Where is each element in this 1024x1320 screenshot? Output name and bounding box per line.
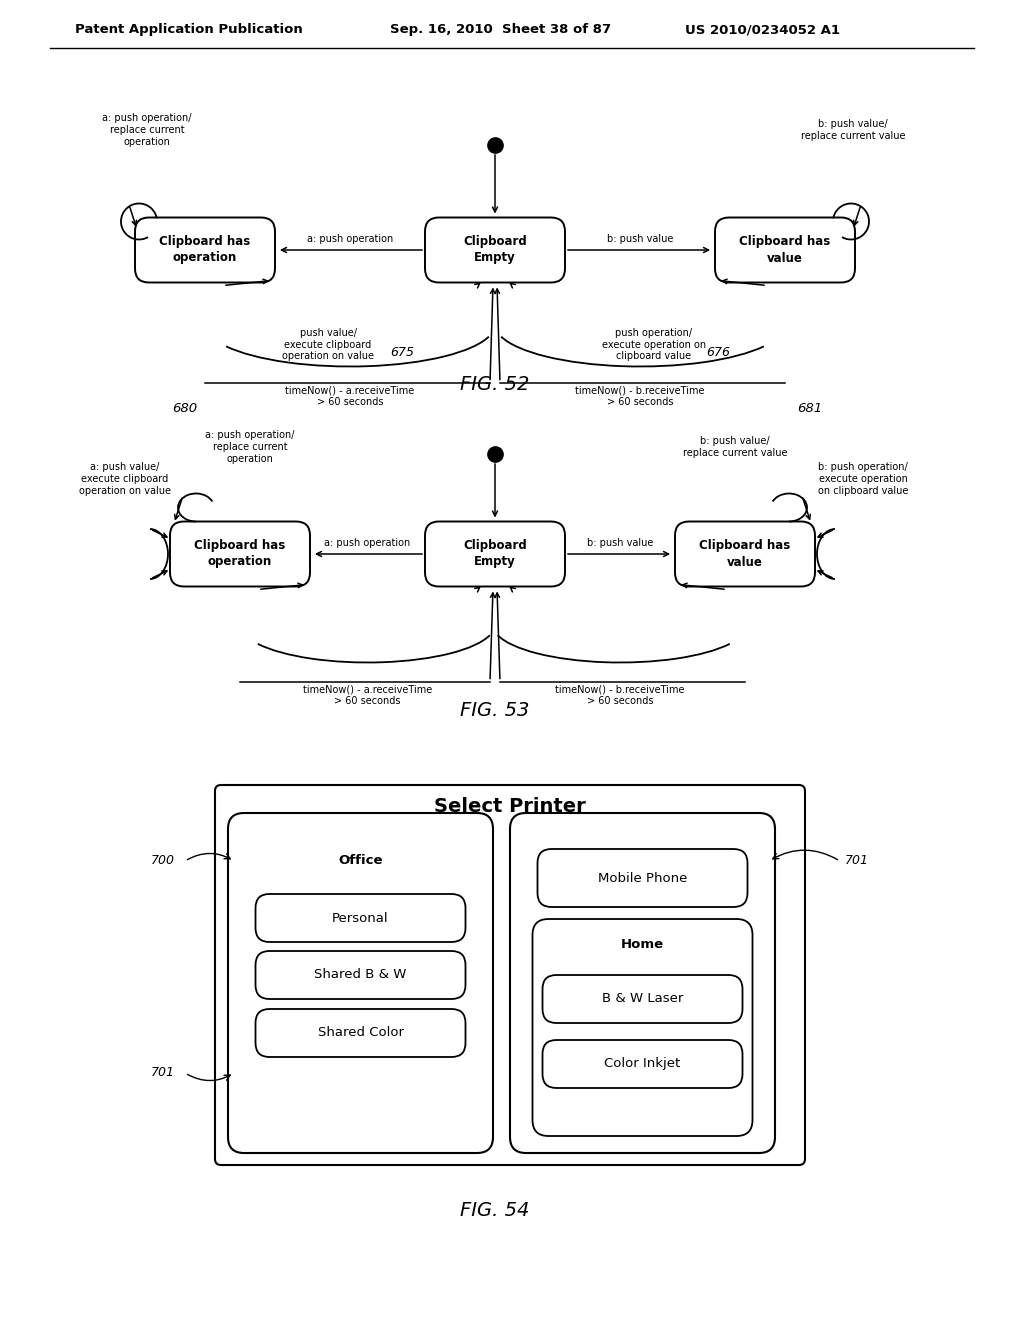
Text: b: push value/
replace current value: b: push value/ replace current value [683,436,787,458]
Text: Shared Color: Shared Color [317,1027,403,1040]
Text: b: push operation/
execute operation
on clipboard value: b: push operation/ execute operation on … [818,462,908,495]
Text: operation: operation [208,556,272,569]
Text: value: value [727,556,763,569]
FancyBboxPatch shape [532,919,753,1137]
FancyBboxPatch shape [228,813,493,1152]
Text: b: push value: b: push value [587,539,653,548]
Text: a: push operation/
replace current
operation: a: push operation/ replace current opera… [205,430,295,463]
Text: 701: 701 [151,1067,175,1080]
Text: FIG. 53: FIG. 53 [461,701,529,719]
Text: FIG. 54: FIG. 54 [461,1200,529,1220]
Text: Home: Home [621,937,664,950]
Text: Clipboard: Clipboard [463,540,527,553]
FancyBboxPatch shape [256,894,466,942]
Text: a: push operation/
replace current
operation: a: push operation/ replace current opera… [102,114,191,147]
FancyBboxPatch shape [425,521,565,586]
Text: Shared B & W: Shared B & W [314,969,407,982]
Text: push value/
execute clipboard
operation on value: push value/ execute clipboard operation … [282,327,374,362]
Text: a: push operation: a: push operation [325,539,411,548]
Text: Clipboard has: Clipboard has [699,540,791,553]
Text: 700: 700 [151,854,175,867]
Text: B & W Laser: B & W Laser [602,993,683,1006]
Text: b: push value: b: push value [607,234,673,244]
FancyBboxPatch shape [170,521,310,586]
Text: timeNow() - b.receiveTime
> 60 seconds: timeNow() - b.receiveTime > 60 seconds [555,685,685,706]
Text: 681: 681 [798,403,822,416]
FancyBboxPatch shape [543,975,742,1023]
Text: Clipboard: Clipboard [463,235,527,248]
Text: a: push value/
execute clipboard
operation on value: a: push value/ execute clipboard operati… [79,462,171,495]
Text: Color Inkjet: Color Inkjet [604,1057,681,1071]
Text: push operation/
execute operation on
clipboard value: push operation/ execute operation on cli… [602,327,707,362]
FancyBboxPatch shape [715,218,855,282]
Text: Select Printer: Select Printer [434,797,586,817]
Text: operation: operation [173,252,238,264]
Text: timeNow() - a.receiveTime
> 60 seconds: timeNow() - a.receiveTime > 60 seconds [303,685,432,706]
Text: 701: 701 [845,854,869,867]
FancyBboxPatch shape [425,218,565,282]
Text: Personal: Personal [332,912,389,924]
Text: timeNow() - a.receiveTime
> 60 seconds: timeNow() - a.receiveTime > 60 seconds [286,385,415,408]
Text: Sep. 16, 2010  Sheet 38 of 87: Sep. 16, 2010 Sheet 38 of 87 [390,24,611,37]
Text: value: value [767,252,803,264]
FancyBboxPatch shape [675,521,815,586]
Text: 680: 680 [172,403,198,416]
Text: Clipboard has: Clipboard has [739,235,830,248]
Text: timeNow() - b.receiveTime
> 60 seconds: timeNow() - b.receiveTime > 60 seconds [575,385,705,408]
FancyBboxPatch shape [543,1040,742,1088]
Text: a: push operation: a: push operation [307,234,393,244]
FancyBboxPatch shape [256,1008,466,1057]
FancyBboxPatch shape [256,950,466,999]
Text: US 2010/0234052 A1: US 2010/0234052 A1 [685,24,840,37]
Text: Office: Office [338,854,383,867]
Text: Clipboard has: Clipboard has [195,540,286,553]
FancyBboxPatch shape [135,218,275,282]
Text: Mobile Phone: Mobile Phone [598,871,687,884]
FancyBboxPatch shape [510,813,775,1152]
FancyBboxPatch shape [538,849,748,907]
Text: Clipboard has: Clipboard has [160,235,251,248]
Text: 676: 676 [706,346,730,359]
FancyBboxPatch shape [215,785,805,1166]
Text: Empty: Empty [474,556,516,569]
Text: Patent Application Publication: Patent Application Publication [75,24,303,37]
Text: FIG. 52: FIG. 52 [461,375,529,395]
Text: Empty: Empty [474,252,516,264]
Text: b: push value/
replace current value: b: push value/ replace current value [801,119,905,141]
Text: 675: 675 [390,346,414,359]
